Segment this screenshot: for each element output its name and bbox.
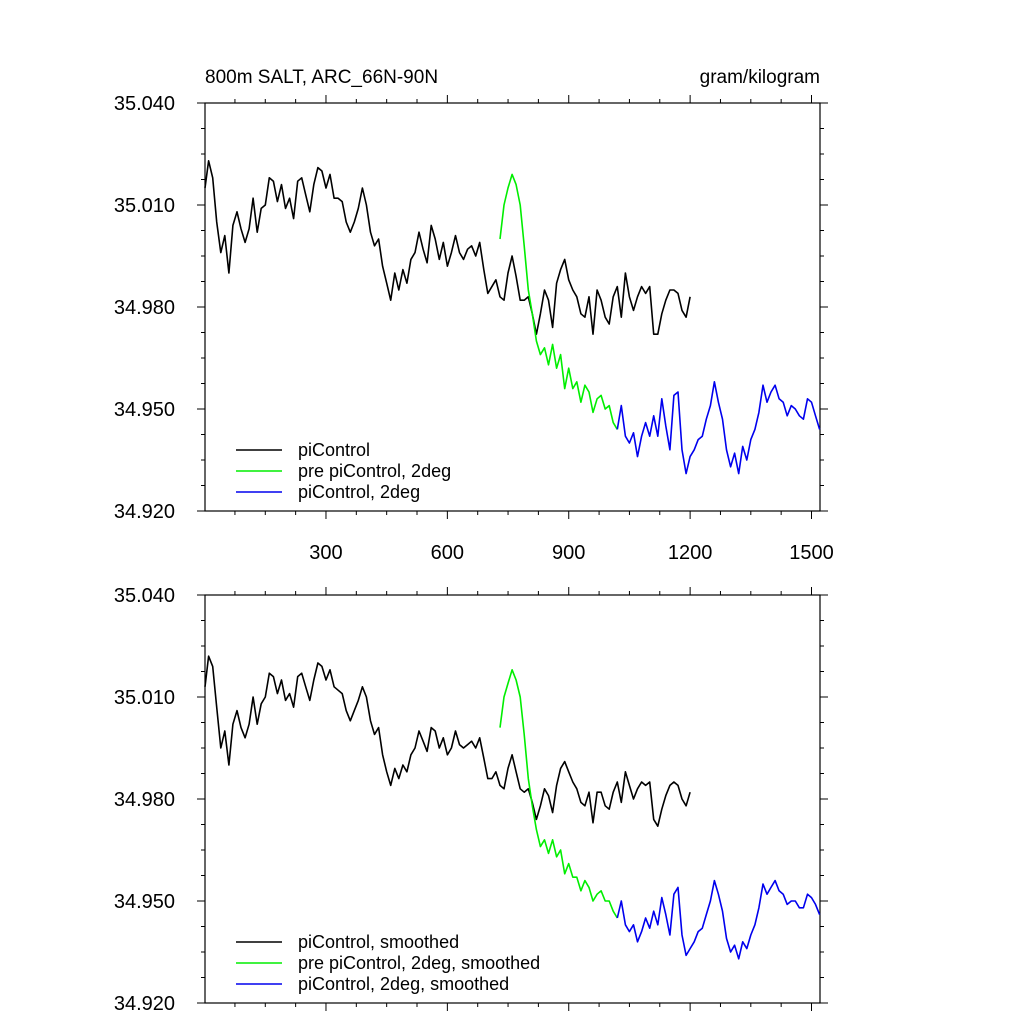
series-line-picontrol-2deg <box>616 380 821 475</box>
y-tick-label: 35.010 <box>114 687 175 709</box>
series-line-pre-picontrol-2deg-smoothed <box>499 668 618 919</box>
legend-label: piControl, smoothed <box>298 932 459 952</box>
series-line-picontrol <box>204 160 691 336</box>
y-tick-label: 34.950 <box>114 891 175 913</box>
bottom-panel: 34.920 34.950 34.980 35.010 35.040 piControl,… <box>114 585 828 1015</box>
series-line-picontrol-2deg-smoothed <box>616 879 821 960</box>
legend-label: pre piControl, 2deg, smoothed <box>298 953 540 973</box>
x-tick-label: 600 <box>431 542 464 564</box>
y-tick-label: 34.920 <box>114 993 175 1015</box>
x-tick-label: 300 <box>309 542 342 564</box>
series-line-pre-picontrol-2deg <box>499 173 618 430</box>
x-tick-label: 1200 <box>668 542 713 564</box>
legend-label: piControl <box>298 440 370 460</box>
y-tick-label: 34.950 <box>114 399 175 421</box>
chart-title-left: 800m SALT, ARC_66N-90N <box>205 67 438 88</box>
x-tick-label: 1500 <box>789 542 834 564</box>
y-tick-label: 35.040 <box>114 93 175 115</box>
y-tick-label: 35.010 <box>114 195 175 217</box>
legend-label: pre piControl, 2deg <box>298 461 451 481</box>
legend-label: piControl, 2deg <box>298 482 420 502</box>
top-panel: 34.920 34.950 34.980 35.010 35.040 300 600 900 1… <box>114 93 834 564</box>
chart-title-right: gram/kilogram <box>700 67 820 88</box>
y-tick-label: 34.920 <box>114 501 175 523</box>
legend-label: piControl, 2deg, smoothed <box>298 974 509 994</box>
x-tick-label: 900 <box>552 542 585 564</box>
y-tick-label: 34.980 <box>114 789 175 811</box>
y-tick-label: 34.980 <box>114 297 175 319</box>
series-line-picontrol-smoothed <box>204 655 691 828</box>
y-tick-label: 35.040 <box>114 585 175 607</box>
